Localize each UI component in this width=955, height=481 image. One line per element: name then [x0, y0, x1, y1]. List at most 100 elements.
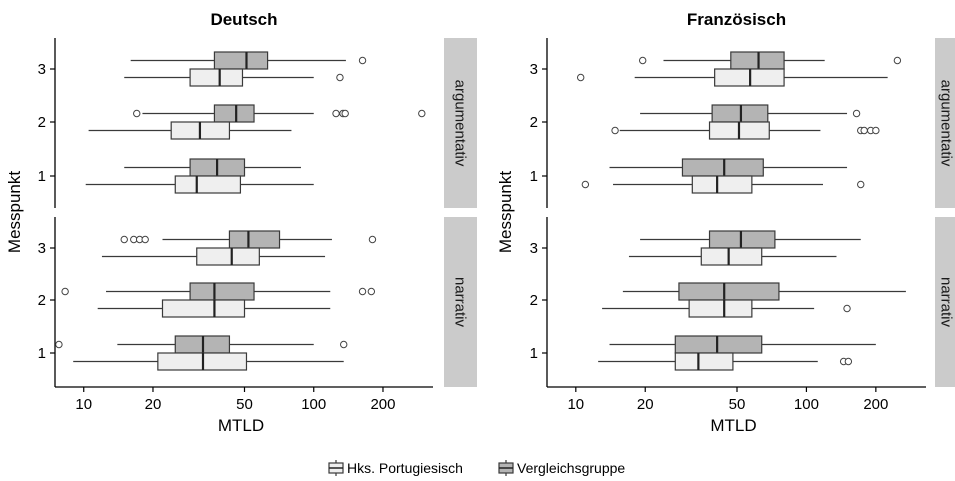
facet-strip — [935, 38, 955, 208]
boxplot-vergleichsgruppe — [609, 158, 848, 177]
y-tick-label: 3 — [530, 240, 538, 257]
box — [174, 175, 242, 194]
boxplot-hks-portugiesisch — [611, 121, 880, 140]
boxplot-hks-portugiesisch — [97, 299, 331, 318]
outlier-point — [368, 235, 377, 244]
boxplot-vergleichsgruppe — [640, 230, 861, 249]
y-tick-label: 2 — [38, 292, 46, 309]
outlier-point — [332, 109, 340, 118]
outlier-point — [340, 340, 348, 349]
box — [708, 230, 776, 249]
boxplot-vergleichsgruppe — [124, 158, 301, 177]
outlier-point — [638, 56, 647, 65]
box — [189, 68, 244, 87]
x-tick-label: 10 — [567, 396, 584, 413]
boxplot-vergleichsgruppe — [609, 335, 876, 354]
x-axis-label: MTLD — [710, 416, 756, 435]
boxplot-hks-portugiesisch — [101, 247, 326, 266]
outlier-point — [336, 73, 344, 82]
boxplot-hks-portugiesisch — [628, 247, 837, 266]
x-tick-label: 50 — [729, 396, 746, 413]
panel-title: Deutsch — [210, 10, 277, 29]
box — [691, 175, 753, 194]
outlier-point — [844, 357, 853, 366]
boxplot-vergleichsgruppe — [640, 104, 861, 123]
x-tick-label: 200 — [863, 396, 888, 413]
x-tick-label: 20 — [145, 396, 162, 413]
facet-strip — [935, 217, 955, 387]
x-tick-label: 50 — [236, 396, 253, 413]
box — [674, 352, 734, 371]
x-tick-label: 200 — [370, 396, 395, 413]
outlier-point — [611, 126, 619, 135]
legend: Hks. Portugiesisch Vergleichsgruppe — [328, 460, 625, 476]
box — [228, 230, 281, 249]
x-tick-label: 20 — [637, 396, 654, 413]
panel-1: Französisch Messpunkt argumentativ 1 2 3 narra… — [496, 10, 955, 435]
outlier-point — [576, 73, 585, 82]
facet-strip — [444, 217, 477, 387]
boxplot-hks-portugiesisch — [576, 68, 888, 87]
outlier-point — [367, 287, 376, 296]
box — [213, 104, 255, 123]
facet-strip — [444, 38, 477, 208]
boxplot-vergleichsgruppe — [133, 104, 426, 123]
boxplot-hks-portugiesisch — [85, 175, 314, 194]
y-tick-label: 3 — [38, 61, 46, 78]
outlier-point — [843, 304, 851, 313]
legend-item-1: Vergleichsgruppe — [498, 460, 625, 476]
outlier-point — [120, 235, 128, 244]
outlier-point — [893, 56, 902, 65]
y-tick-label: 2 — [530, 292, 538, 309]
outlier-point — [358, 287, 367, 296]
facet-strip-label: narrativ — [452, 277, 469, 328]
x-tick-label: 100 — [794, 396, 819, 413]
box — [213, 51, 269, 70]
y-tick-label: 2 — [530, 114, 538, 131]
panel-0: Deutsch Messpunkt argumentativ 1 2 3 narrativ 1… — [5, 10, 477, 435]
outlier-point — [133, 109, 141, 118]
boxplot-hks-portugiesisch — [598, 352, 853, 371]
y-tick-label: 3 — [530, 61, 538, 78]
boxplot-vergleichsgruppe — [130, 51, 367, 70]
boxplot-vergleichsgruppe — [61, 282, 376, 301]
box — [700, 247, 763, 266]
outlier-point — [341, 109, 349, 118]
y-axis-label: Messpunkt — [5, 171, 24, 253]
outlier-point — [61, 287, 69, 296]
box — [189, 282, 255, 301]
box — [730, 51, 785, 70]
outlier-point — [857, 180, 865, 189]
y-axis-label: Messpunkt — [496, 171, 515, 253]
x-tick-label: 100 — [301, 396, 326, 413]
legend-label: Hks. Portugiesisch — [347, 460, 463, 476]
y-tick-label: 1 — [530, 345, 538, 362]
box — [681, 158, 764, 177]
facet-strip-label: narrativ — [938, 277, 955, 328]
box — [196, 247, 260, 266]
y-tick-label: 1 — [38, 345, 46, 362]
boxplot-vergleichsgruppe — [638, 51, 902, 70]
x-axis-label: MTLD — [218, 416, 264, 435]
y-tick-label: 1 — [530, 168, 538, 185]
outlier-point — [55, 340, 63, 349]
boxplot-hks-portugiesisch — [73, 352, 344, 371]
y-tick-label: 2 — [38, 114, 46, 131]
facet-strip-label: argumentativ — [452, 80, 469, 167]
outlier-point — [860, 126, 868, 135]
box — [161, 299, 246, 318]
legend-item-0: Hks. Portugiesisch — [328, 460, 463, 476]
outlier-point — [358, 56, 367, 65]
panel-title: Französisch — [687, 10, 786, 29]
outlier-point — [581, 180, 590, 189]
legend-label: Vergleichsgruppe — [517, 460, 625, 476]
boxplot-vergleichsgruppe — [55, 335, 348, 354]
box — [688, 299, 753, 318]
x-tick-label: 10 — [75, 396, 92, 413]
outlier-point — [141, 235, 149, 244]
outlier-point — [872, 126, 880, 135]
facet-strip-label: argumentativ — [938, 80, 955, 167]
boxplot-vergleichsgruppe — [622, 282, 906, 301]
boxplot-hks-portugiesisch — [124, 68, 344, 87]
